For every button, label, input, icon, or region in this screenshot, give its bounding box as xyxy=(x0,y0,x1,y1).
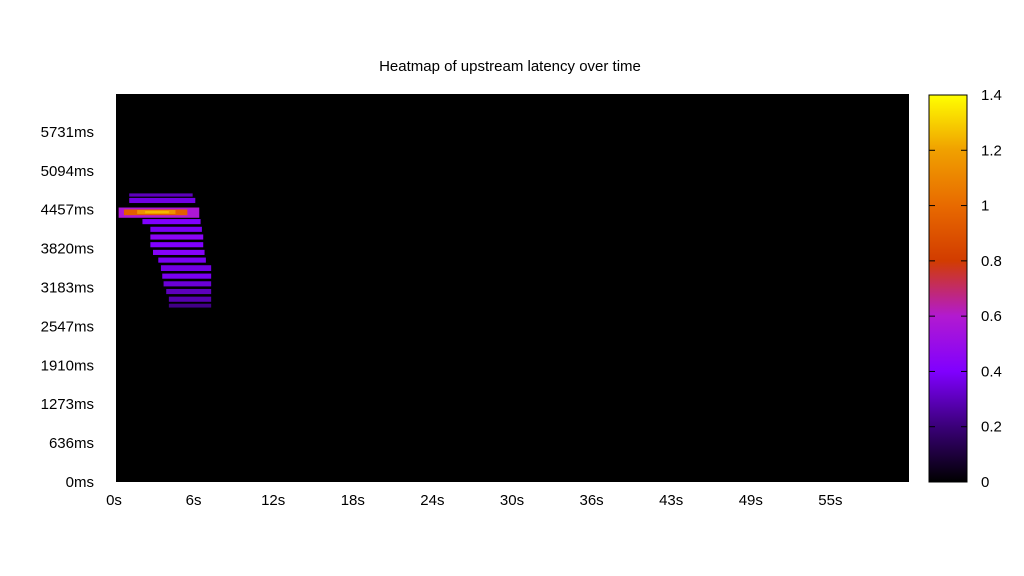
colorbar-tick-label: 1 xyxy=(981,198,989,215)
heatmap-cell xyxy=(145,211,169,214)
heatmap-cell xyxy=(150,234,204,240)
plot-area xyxy=(116,94,909,482)
y-tick-label: 5094ms xyxy=(41,163,94,180)
colorbar-tick-label: 0.6 xyxy=(981,308,1002,325)
heatmap-cell xyxy=(166,288,212,295)
heatmap-cell xyxy=(160,265,212,272)
chart-title: Heatmap of upstream latency over time xyxy=(379,58,641,75)
y-axis-ticks: 0ms 636ms 1273ms 1910ms 2547ms 3183ms 3820ms 44… xyxy=(41,124,94,491)
x-tick-label: 24s xyxy=(420,492,444,509)
colorbar xyxy=(928,94,968,483)
x-tick-label: 36s xyxy=(580,492,604,509)
y-tick-label: 2547ms xyxy=(41,318,94,335)
heatmap-cell xyxy=(150,226,202,232)
x-tick-label: 43s xyxy=(659,492,683,509)
colorbar-ticks: 0 0.2 0.4 0.6 0.8 1 1.2 1.4 xyxy=(929,87,1002,491)
y-tick-label: 636ms xyxy=(49,435,94,452)
colorbar-tick-label: 0.2 xyxy=(981,419,1002,436)
heatmap-cell xyxy=(129,197,196,204)
x-tick-label: 6s xyxy=(186,492,202,509)
heatmap-cells xyxy=(118,193,212,308)
heatmap-cell xyxy=(158,257,206,263)
heatmap-cell xyxy=(168,296,212,302)
heatmap-cell xyxy=(150,242,204,248)
heatmap-cell xyxy=(163,281,212,287)
y-tick-label: 3820ms xyxy=(41,241,94,258)
heatmap-cell xyxy=(162,273,212,279)
colorbar-tick-label: 0.8 xyxy=(981,253,1002,270)
y-tick-label: 5731ms xyxy=(41,124,94,141)
heatmap-cell xyxy=(168,303,212,308)
x-tick-label: 49s xyxy=(739,492,763,509)
x-axis-ticks: 0s 6s 12s 18s 24s 30s 36s 43s 49s 55s xyxy=(106,492,842,509)
y-tick-label: 3183ms xyxy=(41,280,94,297)
x-tick-label: 18s xyxy=(341,492,365,509)
y-tick-label: 0ms xyxy=(66,474,94,491)
colorbar-tick-label: 0 xyxy=(981,474,989,491)
x-tick-label: 55s xyxy=(818,492,842,509)
colorbar-tick-label: 1.4 xyxy=(981,87,1002,104)
y-tick-label: 4457ms xyxy=(41,202,94,219)
y-tick-label: 1910ms xyxy=(41,357,94,374)
heatmap-cell xyxy=(129,193,193,197)
colorbar-tick-label: 1.2 xyxy=(981,142,1002,159)
x-tick-label: 12s xyxy=(261,492,285,509)
x-tick-label: 30s xyxy=(500,492,524,509)
colorbar-tick-label: 0.4 xyxy=(981,363,1002,380)
x-tick-label: 0s xyxy=(106,492,122,509)
y-tick-label: 1273ms xyxy=(41,396,94,413)
heatmap-cell xyxy=(142,219,201,225)
heatmap-cell xyxy=(153,249,205,255)
